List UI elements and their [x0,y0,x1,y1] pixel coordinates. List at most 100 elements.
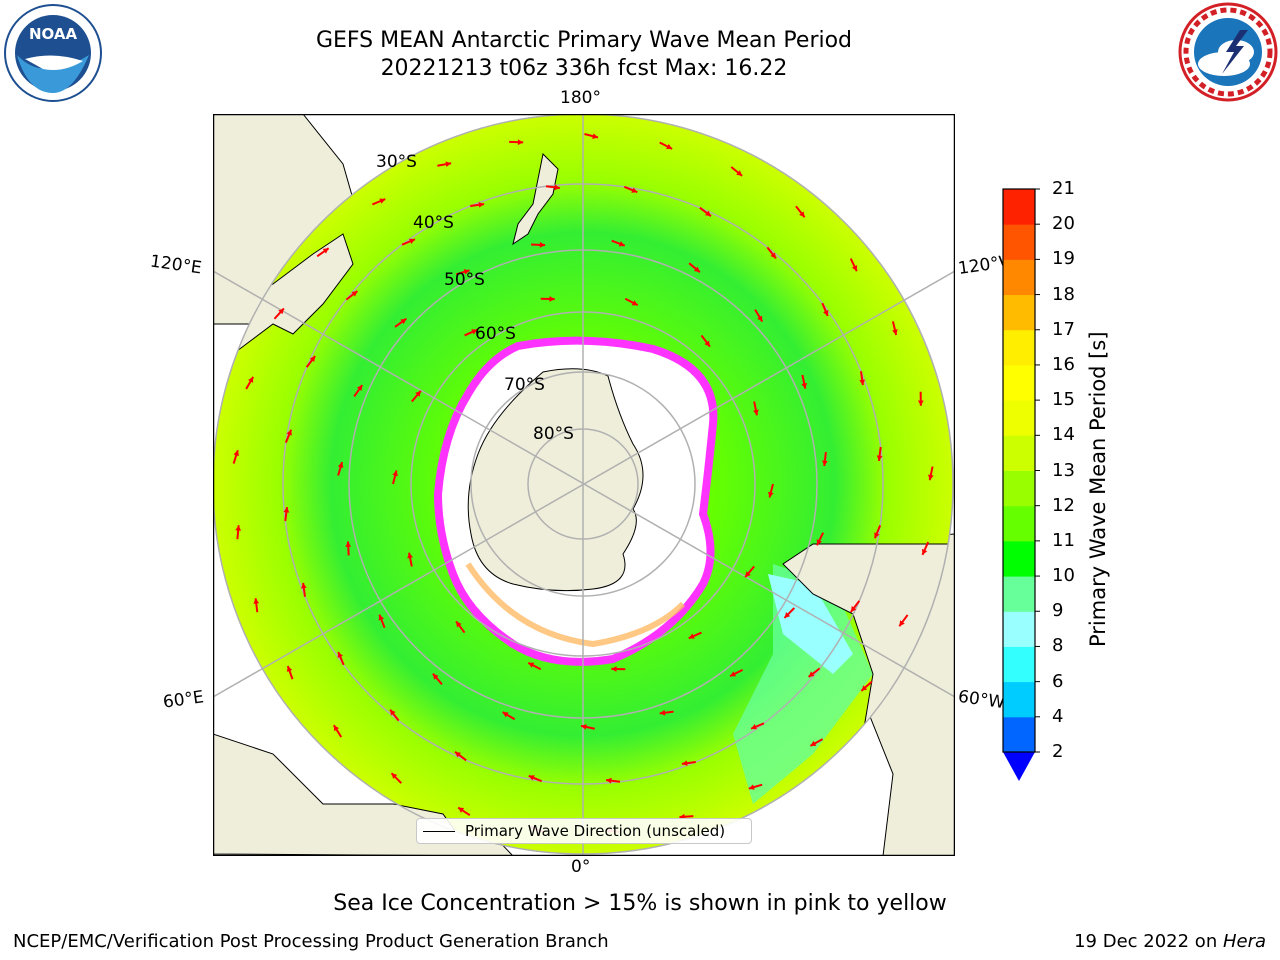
colorbar-segment [1003,329,1035,366]
wave-arrow-head [322,248,329,254]
wave-arrow-head [337,462,344,468]
colorbar-tick: 20 [1052,213,1075,235]
wave-arrow-head [810,740,817,746]
wave-arrow-head [850,606,857,612]
footer-credit: NCEP/EMC/Verification Post Processing Pr… [13,931,609,952]
colorbar-tick: 18 [1052,283,1075,305]
colorbar-tick: 16 [1052,353,1075,375]
wave-arrow-head [745,571,751,578]
sea-ice-concentration-band [465,562,686,648]
colorbar-tick: 21 [1052,178,1075,199]
lon-label-lower-left: 60°E [161,687,206,713]
wave-arrow-head [300,582,307,589]
map-caption: Sea Ice Concentration > 15% is shown in … [333,891,947,916]
colorbar-segment [1003,189,1035,225]
wave-arrow-head [861,685,868,691]
wave-arrow-head [539,242,546,248]
wave-arrow-head [432,673,439,680]
wave-arrow-head [528,662,535,668]
wave-arrow-head [517,139,524,146]
colorbar-segment [1003,716,1035,753]
wave-arrow-head [283,507,290,513]
wave-arrow-head [899,620,905,627]
footer-date: 19 Dec 2022 on Hera [1074,931,1266,952]
wave-arrow-head [409,238,416,244]
colorbar-title: Primary Wave Mean Period [s] [1086,331,1110,647]
lat-label-80s: 80°S [533,424,574,444]
colorbar-segment [1003,224,1035,260]
colorbar-tick: 17 [1052,318,1075,340]
chart-title: GEFS MEAN Antarctic Primary Wave Mean Pe… [315,28,853,53]
lon-label-upper-left: 120°E [148,251,203,279]
colorbar-segment [1003,435,1035,471]
colorbar-segment [1003,400,1035,436]
footer-host: Hera [1222,931,1266,952]
wave-arrow-head [378,614,385,621]
colorbar-segment [1003,364,1035,401]
wave-arrow-head [356,385,363,391]
wave-arrow-head [286,666,293,672]
cyan-region-patagonia [768,574,853,674]
colorbar-segment [1003,611,1035,647]
colorbar-tick: 19 [1052,248,1075,270]
land-new-zealand [512,152,559,246]
colorbar-segment [1003,646,1035,683]
wave-arrow-head [736,170,743,176]
lat-label-40s: 40°S [413,213,454,233]
lon-label-lower-right: 60°W [956,686,1007,714]
colorbar-tick: 14 [1052,424,1075,446]
colorbar-tick: 4 [1052,705,1064,727]
colorbar-tick: 2 [1052,741,1064,762]
footer-date-text: 19 Dec 2022 on [1074,931,1223,952]
wave-arrow-head [705,210,711,217]
wave-arrow-head [528,775,535,781]
wave-arrow-head [666,143,673,150]
wave-arrow-head [808,671,815,677]
colorbar-tick: 9 [1052,600,1064,622]
colorbar-segment [1003,505,1035,542]
wave-arrow-head [554,184,560,191]
low-period-region-south-atlantic [733,564,873,804]
wave-arrow-head [611,666,617,672]
wave-arrow-head [309,356,316,362]
colorbar-segment [1003,470,1035,507]
wave-arrow-head [337,651,343,658]
noaa-logo: NOAA [4,4,102,102]
wave-arrow-head [631,300,638,306]
wave-arrow-head [351,291,358,297]
colorbar-tick: 10 [1052,565,1075,587]
lat-label-50s: 50°S [444,270,485,290]
wave-arrow-head [688,633,695,639]
polar-stereographic-map [213,114,955,856]
wave-arrow-head [921,548,928,555]
wave-arrow-head [233,450,239,457]
wave-arrow-head [874,532,880,539]
wave-arrow-head [799,211,805,218]
wave-arrow-head [822,460,828,466]
wave-arrow-head [379,198,386,204]
colorbar-segment [1003,259,1035,296]
wave-arrow-head [801,382,808,389]
wave-arrow-head [859,379,866,386]
lat-label-30s: 30°S [376,152,417,172]
colorbar-tick: 13 [1052,459,1075,481]
wave-arrow-head [753,409,759,416]
lat-label-70s: 70°S [504,375,545,395]
colorbar-segment [1003,294,1035,331]
wave-arrow-head [235,525,242,531]
wave-arrow-head [455,751,461,758]
legend-line-icon [423,830,455,832]
wave-arrow-head [631,187,638,193]
wave-arrow-head [750,724,757,730]
lat-label-60s: 60°S [475,324,516,344]
colorbar-tick: 12 [1052,494,1075,516]
wave-arrow-head [784,612,791,618]
legend-label: Primary Wave Direction (unscaled) [465,822,726,840]
wave-arrow-head [390,709,396,716]
colorbar-tick: 6 [1052,670,1064,692]
colorbar-segment [1003,681,1035,718]
wave-arrow-head [502,712,509,718]
wave-arrow-head [471,329,478,335]
wave-arrow-head [681,760,688,767]
wave-arrow-head [333,725,340,732]
